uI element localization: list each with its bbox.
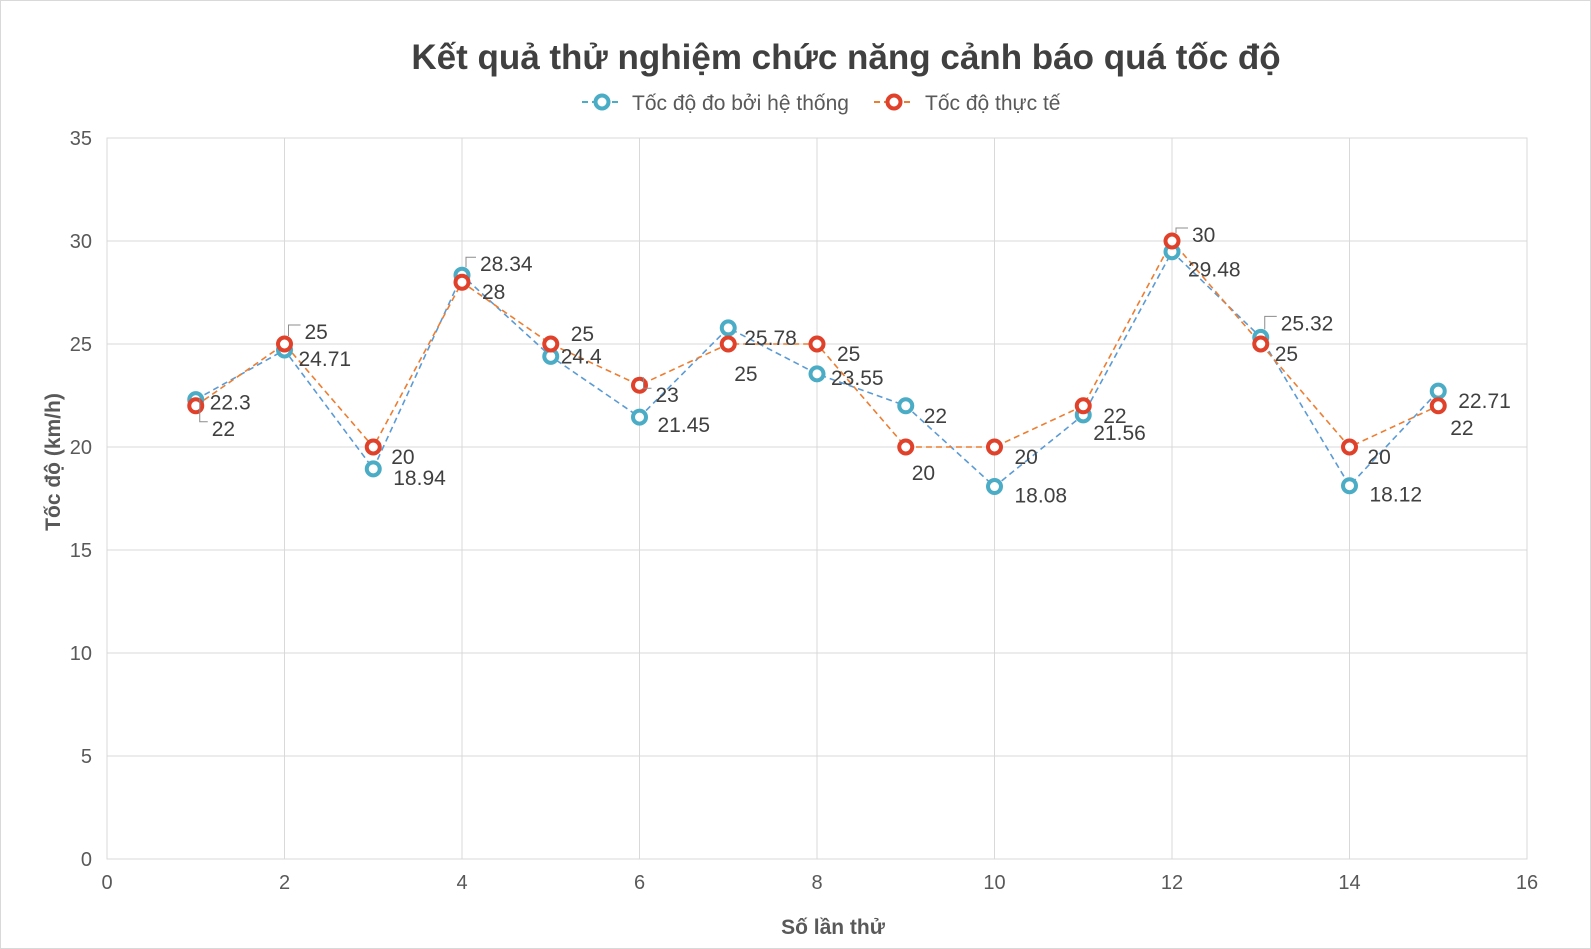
x-tick-label: 12 — [1161, 872, 1183, 894]
data-label: 25.78 — [744, 327, 797, 350]
data-label: 22 — [212, 418, 235, 441]
y-tick-label: 10 — [70, 643, 92, 665]
data-label: 18.12 — [1370, 484, 1423, 507]
x-tick-label: 10 — [983, 872, 1005, 894]
x-tick-label: 0 — [101, 872, 112, 894]
data-label: 25 — [734, 363, 757, 386]
data-label: 25 — [571, 323, 594, 346]
plot-area: 0 5 10 15 20 25 30 35 0 2 4 6 8 10 12 14 16 22.3 24.71 18.9… — [70, 128, 1538, 894]
data-point — [187, 397, 205, 415]
data-label: 22 — [1450, 417, 1473, 440]
data-point — [1163, 232, 1181, 250]
data-label: 29.48 — [1188, 259, 1241, 282]
data-label: 22 — [1103, 405, 1126, 428]
data-label: 24.4 — [561, 345, 602, 368]
legend: Tốc độ đo bởi hệ thống Tốc độ thực tế — [582, 92, 1061, 115]
x-tick-label: 6 — [634, 872, 645, 894]
data-point — [1074, 397, 1092, 415]
y-tick-label: 0 — [81, 849, 92, 871]
data-point — [1341, 438, 1358, 456]
data-label: 25.32 — [1281, 312, 1334, 335]
x-tick-label: 2 — [279, 872, 290, 894]
data-point — [453, 273, 471, 291]
data-label: 25 — [1275, 343, 1298, 366]
legend-label-actual: Tốc độ thực tế — [925, 92, 1061, 115]
x-tick-label: 14 — [1338, 872, 1360, 894]
data-label: 23.55 — [831, 367, 884, 390]
data-point — [631, 376, 648, 394]
data-point — [542, 335, 560, 353]
data-label: 28.34 — [480, 253, 533, 276]
data-label: 20 — [912, 462, 935, 485]
y-tick-label: 25 — [70, 334, 92, 356]
data-label-leader — [643, 377, 652, 389]
data-point — [719, 319, 737, 337]
data-point — [276, 335, 293, 353]
data-label: 18.08 — [1015, 485, 1068, 508]
data-label: 20 — [391, 446, 414, 469]
data-label: 18.94 — [393, 467, 446, 490]
data-point — [364, 438, 382, 456]
data-point — [986, 478, 1003, 496]
y-axis-title: Tốc độ (km/h) — [42, 393, 65, 531]
data-label: 28 — [482, 281, 505, 304]
x-tick-label: 8 — [811, 872, 822, 894]
data-point — [631, 408, 648, 426]
data-label: 25 — [837, 343, 860, 366]
data-label: 21.45 — [658, 414, 711, 437]
data-point — [1252, 335, 1270, 353]
y-tick-label: 20 — [70, 437, 92, 459]
data-label-leader — [465, 256, 476, 268]
data-label: 22.71 — [1458, 390, 1511, 413]
y-tick-label: 15 — [70, 540, 92, 562]
data-point — [364, 460, 382, 478]
data-point — [986, 438, 1003, 456]
data-label: 20 — [1015, 446, 1038, 469]
data-point — [1341, 477, 1358, 495]
data-point — [719, 335, 737, 353]
data-label-leader — [288, 324, 301, 336]
data-point — [897, 397, 915, 415]
legend-swatch-actual-marker — [885, 93, 903, 111]
data-label: 20 — [1368, 446, 1391, 469]
x-axis-title: Số lần thử — [781, 916, 886, 939]
data-label: 22 — [924, 405, 947, 428]
chart-title: Kết quả thử nghiệm chức năng cảnh báo qu… — [411, 38, 1280, 77]
data-label-leader — [1264, 315, 1277, 330]
data-point — [1429, 397, 1447, 415]
x-tick-label: 16 — [1516, 872, 1538, 894]
y-tick-label: 35 — [70, 128, 92, 150]
data-label: 24.71 — [299, 348, 352, 371]
data-label-leader — [199, 397, 208, 423]
data-label: 23 — [656, 384, 679, 407]
data-label: 22.3 — [210, 392, 251, 415]
data-point — [1429, 382, 1447, 400]
data-label: 25 — [305, 321, 328, 344]
data-label: 30 — [1192, 224, 1215, 247]
y-tick-label: 30 — [70, 231, 92, 253]
x-tick-label: 4 — [456, 872, 467, 894]
data-label: 21.56 — [1093, 422, 1146, 445]
data-point — [808, 335, 826, 353]
legend-label-measured: Tốc độ đo bởi hệ thống — [632, 92, 849, 115]
data-point — [897, 438, 915, 456]
data-point — [808, 365, 826, 383]
y-tick-label: 5 — [81, 746, 92, 768]
legend-swatch-measured-marker — [593, 93, 611, 111]
data-label-leader — [1175, 227, 1188, 233]
